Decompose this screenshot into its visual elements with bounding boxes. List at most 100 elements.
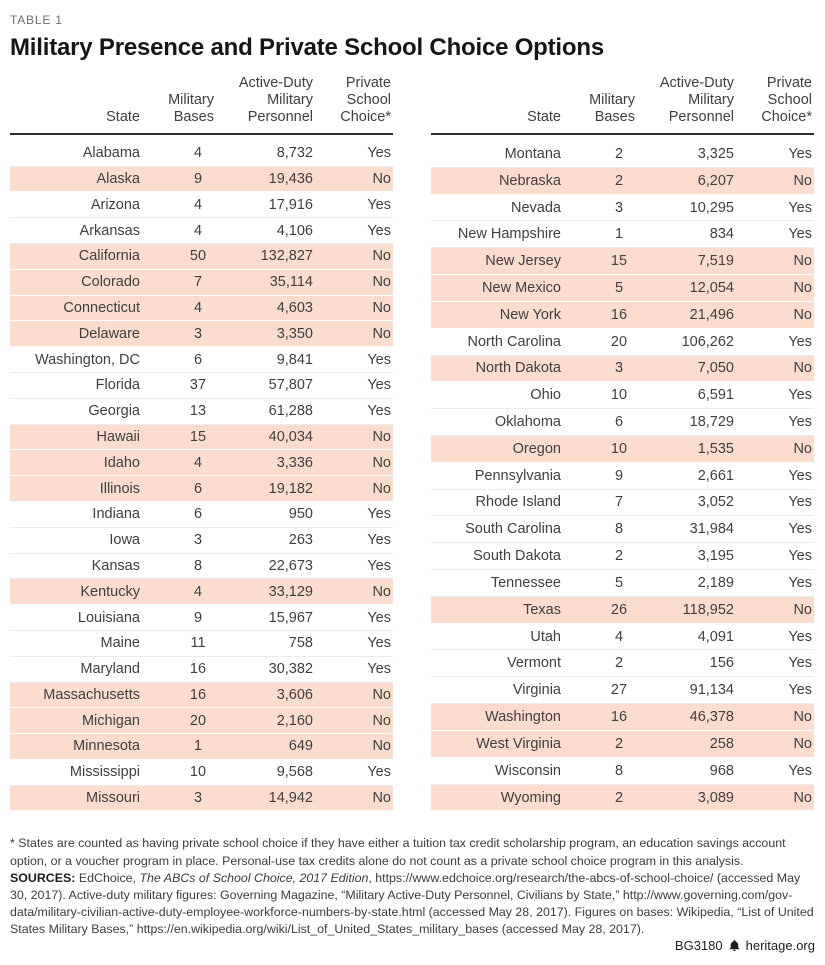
bases-cell: 9	[140, 166, 214, 193]
choice-cell: Yes	[734, 220, 814, 249]
choice-cell: No	[734, 355, 814, 383]
choice-cell: Yes	[313, 604, 393, 631]
choice-cell: Yes	[734, 515, 814, 544]
state-cell: New Jersey	[431, 247, 561, 276]
state-cell: California	[10, 243, 140, 270]
choice-cell: No	[734, 784, 814, 812]
state-cell: Pennsylvania	[431, 462, 561, 490]
bases-cell: 50	[140, 243, 214, 270]
personnel-cell: 12,054	[635, 274, 734, 302]
choice-cell: No	[313, 424, 393, 451]
personnel-cell: 33,129	[214, 578, 313, 606]
states-table-right: State Military Bases Active-Duty Militar…	[431, 74, 814, 812]
choice-cell: Yes	[313, 630, 393, 657]
state-cell: Idaho	[10, 449, 140, 477]
bases-cell: 16	[140, 682, 214, 709]
table-row: Virginia 27 91,134 Yes	[431, 676, 814, 705]
personnel-cell: 14,942	[214, 785, 313, 812]
state-cell: Oregon	[431, 435, 561, 463]
bases-cell: 1	[140, 733, 214, 760]
state-cell: New Hampshire	[431, 220, 561, 249]
bases-cell: 7	[140, 269, 214, 296]
state-cell: South Dakota	[431, 542, 561, 571]
choice-cell: No	[734, 703, 814, 731]
bell-icon	[728, 939, 741, 952]
state-cell: Nevada	[431, 194, 561, 222]
bases-cell: 16	[561, 301, 635, 329]
choice-cell: No	[313, 269, 393, 296]
personnel-cell: 3,052	[635, 489, 734, 517]
state-cell: Kansas	[10, 553, 140, 580]
bases-cell: 16	[561, 703, 635, 731]
bases-cell: 16	[140, 656, 214, 683]
personnel-cell: 118,952	[635, 596, 734, 624]
table-row: North Carolina 20 106,262 Yes	[431, 328, 814, 356]
state-cell: Illinois	[10, 475, 140, 502]
personnel-cell: 3,350	[214, 320, 313, 348]
bases-cell: 2	[561, 141, 635, 168]
bases-cell: 13	[140, 398, 214, 425]
choice-cell: Yes	[313, 191, 393, 219]
table-row: Illinois 6 19,182 No	[10, 475, 393, 502]
bases-cell: 37	[140, 372, 214, 399]
personnel-cell: 61,288	[214, 398, 313, 425]
table-row: Pennsylvania 9 2,661 Yes	[431, 462, 814, 490]
choice-cell: Yes	[313, 140, 393, 167]
personnel-cell: 106,262	[635, 328, 734, 356]
choice-cell: Yes	[734, 676, 814, 705]
table-row: Delaware 3 3,350 No	[10, 320, 393, 348]
table-row: Wisconsin 8 968 Yes	[431, 757, 814, 785]
personnel-cell: 758	[214, 630, 313, 657]
state-cell: Virginia	[431, 676, 561, 705]
choice-cell: Yes	[313, 217, 393, 244]
choice-cell: No	[313, 295, 393, 322]
state-cell: Vermont	[431, 649, 561, 678]
bases-cell: 4	[140, 140, 214, 167]
table-row: Oklahoma 6 18,729 Yes	[431, 408, 814, 436]
choice-cell: Yes	[734, 649, 814, 678]
state-cell: Oklahoma	[431, 408, 561, 436]
table-row: Colorado 7 35,114 No	[10, 269, 393, 296]
choice-cell: No	[313, 578, 393, 606]
personnel-cell: 156	[635, 649, 734, 678]
asterisk-footnote: * States are counted as having private s…	[10, 836, 786, 868]
choice-cell: Yes	[313, 372, 393, 399]
state-cell: North Carolina	[431, 328, 561, 356]
personnel-cell: 4,091	[635, 623, 734, 651]
choice-cell: No	[734, 596, 814, 624]
col-header-military-bases: Military Bases	[561, 74, 635, 135]
bases-cell: 2	[561, 542, 635, 571]
col-header-state: State	[431, 74, 561, 135]
choice-cell: Yes	[734, 757, 814, 785]
choice-cell: Yes	[734, 569, 814, 597]
bases-cell: 3	[140, 785, 214, 812]
col-header-active-duty-personnel: Active-Duty Military Personnel	[214, 74, 313, 135]
col-header-private-school-choice: Private School Choice*	[313, 74, 393, 135]
choice-cell: No	[313, 682, 393, 709]
personnel-cell: 57,807	[214, 372, 313, 399]
state-cell: Massachusetts	[10, 682, 140, 709]
personnel-cell: 649	[214, 733, 313, 760]
bases-cell: 2	[561, 784, 635, 812]
choice-cell: Yes	[734, 623, 814, 651]
state-cell: Maine	[10, 630, 140, 657]
header-row: State Military Bases Active-Duty Militar…	[10, 74, 393, 135]
bases-cell: 9	[561, 462, 635, 490]
table-row: Alabama 4 8,732 Yes	[10, 140, 393, 167]
table-row: Vermont 2 156 Yes	[431, 649, 814, 678]
personnel-cell: 3,195	[635, 542, 734, 571]
personnel-cell: 19,436	[214, 166, 313, 193]
bases-cell: 4	[561, 623, 635, 651]
bases-cell: 6	[140, 475, 214, 502]
personnel-cell: 950	[214, 501, 313, 528]
table-row: Louisiana 9 15,967 Yes	[10, 604, 393, 631]
state-cell: Wyoming	[431, 784, 561, 812]
table-row: Ohio 10 6,591 Yes	[431, 381, 814, 410]
bases-cell: 9	[140, 604, 214, 631]
choice-cell: Yes	[313, 501, 393, 528]
state-cell: Arkansas	[10, 217, 140, 244]
choice-cell: No	[734, 247, 814, 276]
state-cell: Maryland	[10, 656, 140, 683]
choice-cell: Yes	[734, 408, 814, 436]
